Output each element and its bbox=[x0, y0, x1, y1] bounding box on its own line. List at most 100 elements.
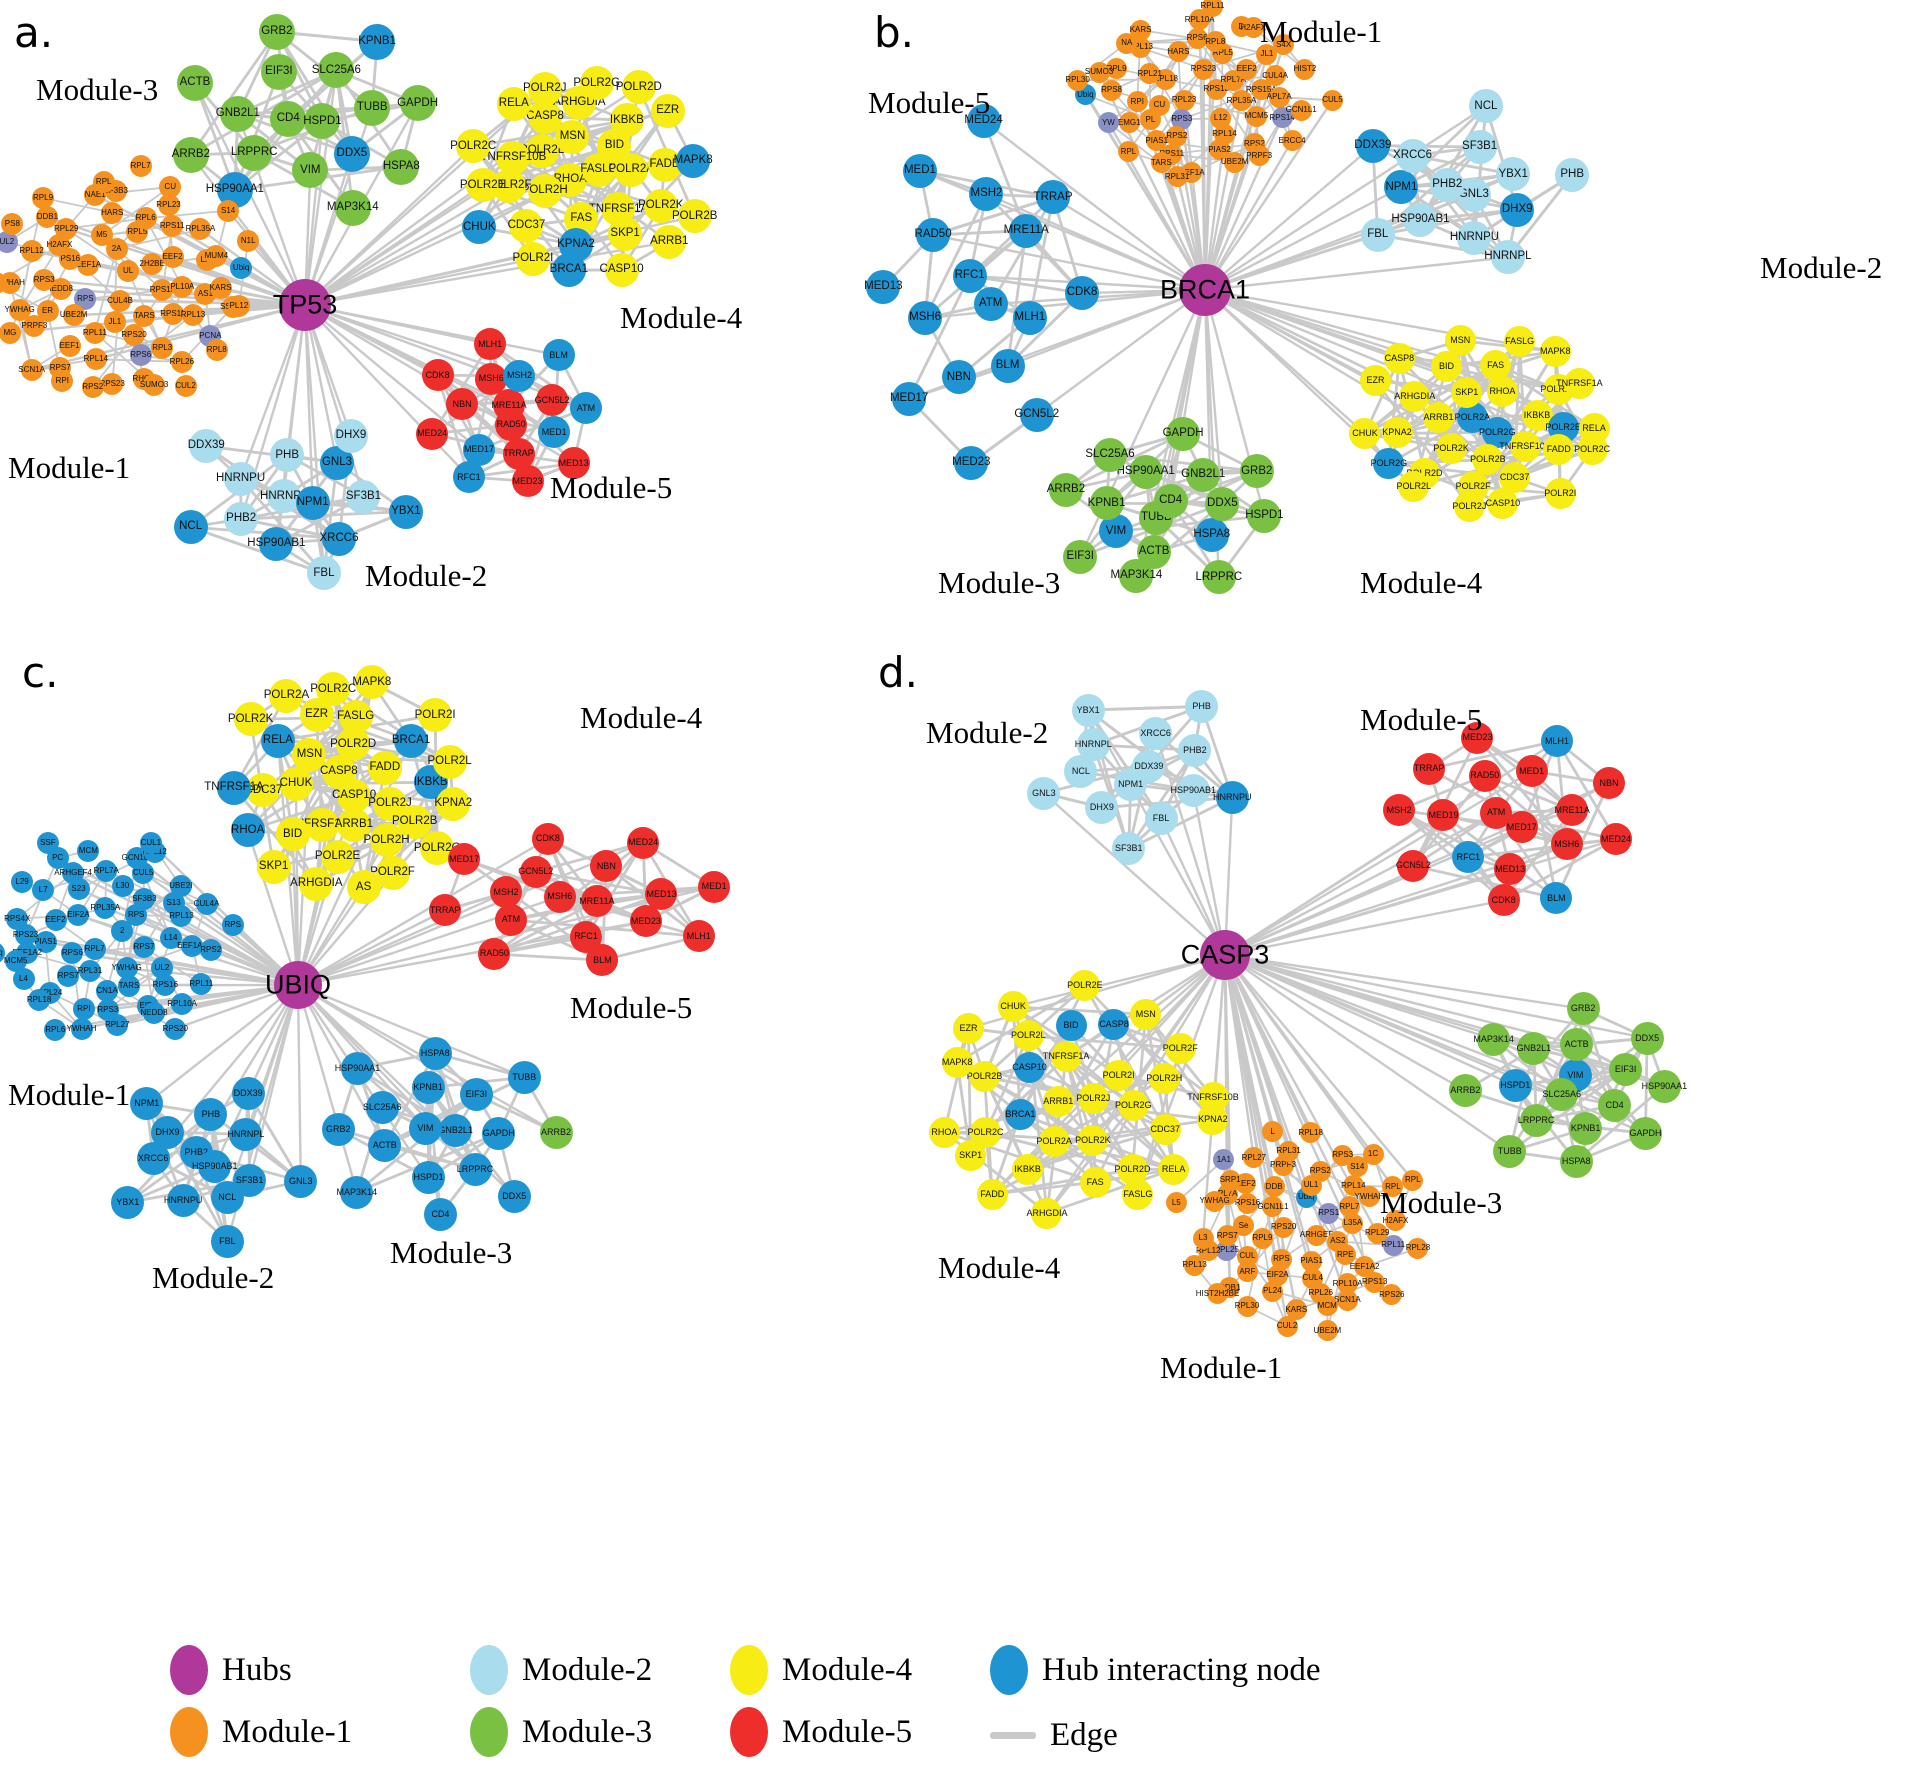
node-cdk8[interactable]: CDK8 bbox=[531, 822, 564, 855]
node-mg[interactable]: MG bbox=[0, 321, 21, 344]
node-polr2e[interactable]: POLR2E bbox=[1067, 970, 1103, 1002]
node-slc25a6[interactable]: SLC25A6 bbox=[363, 1090, 401, 1124]
node-fbl[interactable]: FBL bbox=[210, 1224, 244, 1258]
node-mcm5[interactable]: MCM5 bbox=[4, 950, 27, 973]
node-hnrnpl[interactable]: HNRNPL bbox=[1075, 728, 1112, 762]
node-l7[interactable]: L7 bbox=[32, 879, 55, 902]
node-polr2a[interactable]: POLR2A bbox=[609, 153, 654, 187]
node-map3k14[interactable]: MAP3K14 bbox=[337, 1175, 377, 1209]
node-ncl[interactable]: NCL bbox=[210, 1180, 244, 1214]
node-nbn[interactable]: NBN bbox=[590, 850, 623, 883]
node-scn1a[interactable]: SCN1A bbox=[1334, 1289, 1361, 1311]
node-hspd1[interactable]: HSPD1 bbox=[303, 103, 342, 140]
node-gapdh[interactable]: GAPDH bbox=[1163, 416, 1204, 451]
node-phb[interactable]: PHB bbox=[1185, 690, 1219, 724]
node-med23[interactable]: MED23 bbox=[952, 445, 990, 480]
node-med19[interactable]: MED19 bbox=[1427, 799, 1460, 832]
node-hnrnpl[interactable]: HNRNPL bbox=[1484, 240, 1532, 275]
node-rpl23[interactable]: RPL23 bbox=[1172, 89, 1196, 111]
node-ywhah[interactable]: YWHAH bbox=[67, 1017, 96, 1040]
node-gnl3[interactable]: GNL3 bbox=[1027, 776, 1061, 810]
node-rps26[interactable]: RPS26 bbox=[1379, 1284, 1405, 1306]
node-rpl[interactable]: RPL bbox=[92, 170, 115, 193]
node-fbl[interactable]: FBL bbox=[1360, 217, 1395, 252]
node-faslg[interactable]: FASLG bbox=[1122, 1179, 1154, 1211]
node-phb[interactable]: PHB bbox=[194, 1097, 228, 1131]
node-kpnb1[interactable]: KPNB1 bbox=[411, 1071, 445, 1105]
node-gcn5l2[interactable]: GCN5L2 bbox=[518, 855, 553, 888]
node-kpna2[interactable]: KPNA2 bbox=[434, 786, 472, 821]
node-rpl7a[interactable]: RPL7A bbox=[94, 859, 119, 882]
node-polr2h[interactable]: POLR2H bbox=[364, 823, 410, 858]
node-msn[interactable]: MSN bbox=[555, 119, 590, 154]
node-hsp90ab1[interactable]: HSP90AB1 bbox=[1391, 203, 1450, 238]
node-1a1[interactable]: 1A1 bbox=[1213, 1149, 1235, 1171]
node-hnrnpu[interactable]: HNRNPU bbox=[216, 461, 265, 496]
node-vim[interactable]: VIM bbox=[408, 1111, 442, 1145]
node-ywhag[interactable]: YWHAG bbox=[1199, 1190, 1230, 1212]
node-m5[interactable]: M5 bbox=[90, 224, 113, 247]
node-rps2[interactable]: RPS2 bbox=[199, 938, 222, 961]
node-l[interactable]: L bbox=[1262, 1121, 1284, 1143]
node-rela[interactable]: RELA bbox=[1158, 1153, 1190, 1185]
node-gcn5l2[interactable]: GCN5L2 bbox=[1396, 849, 1431, 882]
node-ul[interactable]: UL bbox=[117, 260, 140, 283]
node-fas[interactable]: FAS bbox=[1079, 1166, 1111, 1198]
node-rps2[interactable]: RPS2 bbox=[1309, 1160, 1331, 1182]
node-lrpprc[interactable]: LRPPRC bbox=[457, 1152, 493, 1186]
node-n1l[interactable]: N1L bbox=[237, 229, 260, 252]
node-polr2h[interactable]: POLR2H bbox=[1146, 1062, 1182, 1094]
node-rps16[interactable]: RPS16 bbox=[153, 974, 178, 997]
node-mcm[interactable]: MCM bbox=[77, 839, 100, 862]
node-slc25a6[interactable]: SLC25A6 bbox=[312, 52, 361, 89]
node-xrcc6[interactable]: XRCC6 bbox=[1139, 716, 1173, 750]
node-rps4x[interactable]: RPS4X bbox=[4, 907, 30, 930]
node-rfc1[interactable]: RFC1 bbox=[1452, 841, 1485, 874]
node-hspd1[interactable]: HSPD1 bbox=[412, 1161, 446, 1195]
node-skp1[interactable]: SKP1 bbox=[955, 1140, 987, 1172]
node-rpl14[interactable]: RPL14 bbox=[84, 348, 108, 371]
node-slc25a6[interactable]: SLC25A6 bbox=[1542, 1077, 1581, 1111]
node-tubb[interactable]: TUBB bbox=[507, 1060, 541, 1094]
node-mre11a[interactable]: MRE11A bbox=[579, 885, 615, 918]
node-lrpprc[interactable]: LRPPRC bbox=[231, 134, 277, 171]
node-fas[interactable]: FAS bbox=[1480, 349, 1512, 381]
node-eef2[interactable]: EEF2 bbox=[1236, 58, 1258, 80]
node-polr2g[interactable]: POLR2G bbox=[1479, 416, 1516, 448]
node-rpl[interactable]: RPL bbox=[1117, 141, 1139, 163]
node-hars[interactable]: HARS bbox=[1167, 41, 1189, 63]
node-grb2[interactable]: GRB2 bbox=[258, 13, 295, 50]
node-rps20[interactable]: RPS20 bbox=[1271, 1216, 1296, 1238]
node-hspa8[interactable]: HSPA8 bbox=[418, 1036, 452, 1070]
node-gcn5l2[interactable]: GCN5L2 bbox=[535, 384, 570, 417]
node-brca1[interactable]: BRCA1 bbox=[550, 253, 588, 288]
node-polr2j[interactable]: POLR2J bbox=[1452, 490, 1486, 522]
node-hspa8[interactable]: HSPA8 bbox=[1559, 1144, 1593, 1178]
node-ddx5[interactable]: DDX5 bbox=[1630, 1021, 1664, 1055]
node-nbn[interactable]: NBN bbox=[941, 360, 976, 395]
node-l3[interactable]: L3 bbox=[1192, 1227, 1214, 1249]
node-rpl18[interactable]: RPL18 bbox=[27, 988, 51, 1011]
node-dhx9[interactable]: DHX9 bbox=[1500, 192, 1535, 227]
node-phb2[interactable]: PHB2 bbox=[1430, 167, 1465, 202]
hub-node-ubiq[interactable]: UBIQ bbox=[265, 961, 331, 1009]
node-rpi[interactable]: RPI bbox=[72, 997, 95, 1020]
node-arhgdia[interactable]: ARHGDIA bbox=[290, 867, 343, 902]
node-apl7a[interactable]: APL7A bbox=[1267, 86, 1292, 108]
node-rpl31[interactable]: RPL31 bbox=[1165, 166, 1189, 187]
node-tars[interactable]: TARS bbox=[133, 304, 156, 327]
node-blm[interactable]: BLM bbox=[1540, 882, 1573, 915]
node-nbn[interactable]: NBN bbox=[1592, 767, 1625, 800]
node-polr2g[interactable]: POLR2G bbox=[1115, 1090, 1151, 1122]
node-ddx5[interactable]: DDX5 bbox=[333, 135, 370, 172]
node-rpl11[interactable]: RPL11 bbox=[1381, 1234, 1405, 1256]
node-cul2[interactable]: CUL2 bbox=[174, 374, 197, 397]
node-atm[interactable]: ATM bbox=[973, 287, 1008, 322]
node-slc25a6[interactable]: SLC25A6 bbox=[1085, 437, 1135, 472]
node-gnb2l1[interactable]: GNB2L1 bbox=[1181, 457, 1225, 492]
node-mlh1[interactable]: MLH1 bbox=[1012, 300, 1047, 335]
node-phb2[interactable]: PHB2 bbox=[224, 502, 259, 537]
node-ywhah[interactable]: YWHAH bbox=[1355, 1186, 1384, 1208]
node-cul4b[interactable]: CUL4B bbox=[107, 289, 133, 312]
node-msh6[interactable]: MSH6 bbox=[543, 880, 576, 913]
